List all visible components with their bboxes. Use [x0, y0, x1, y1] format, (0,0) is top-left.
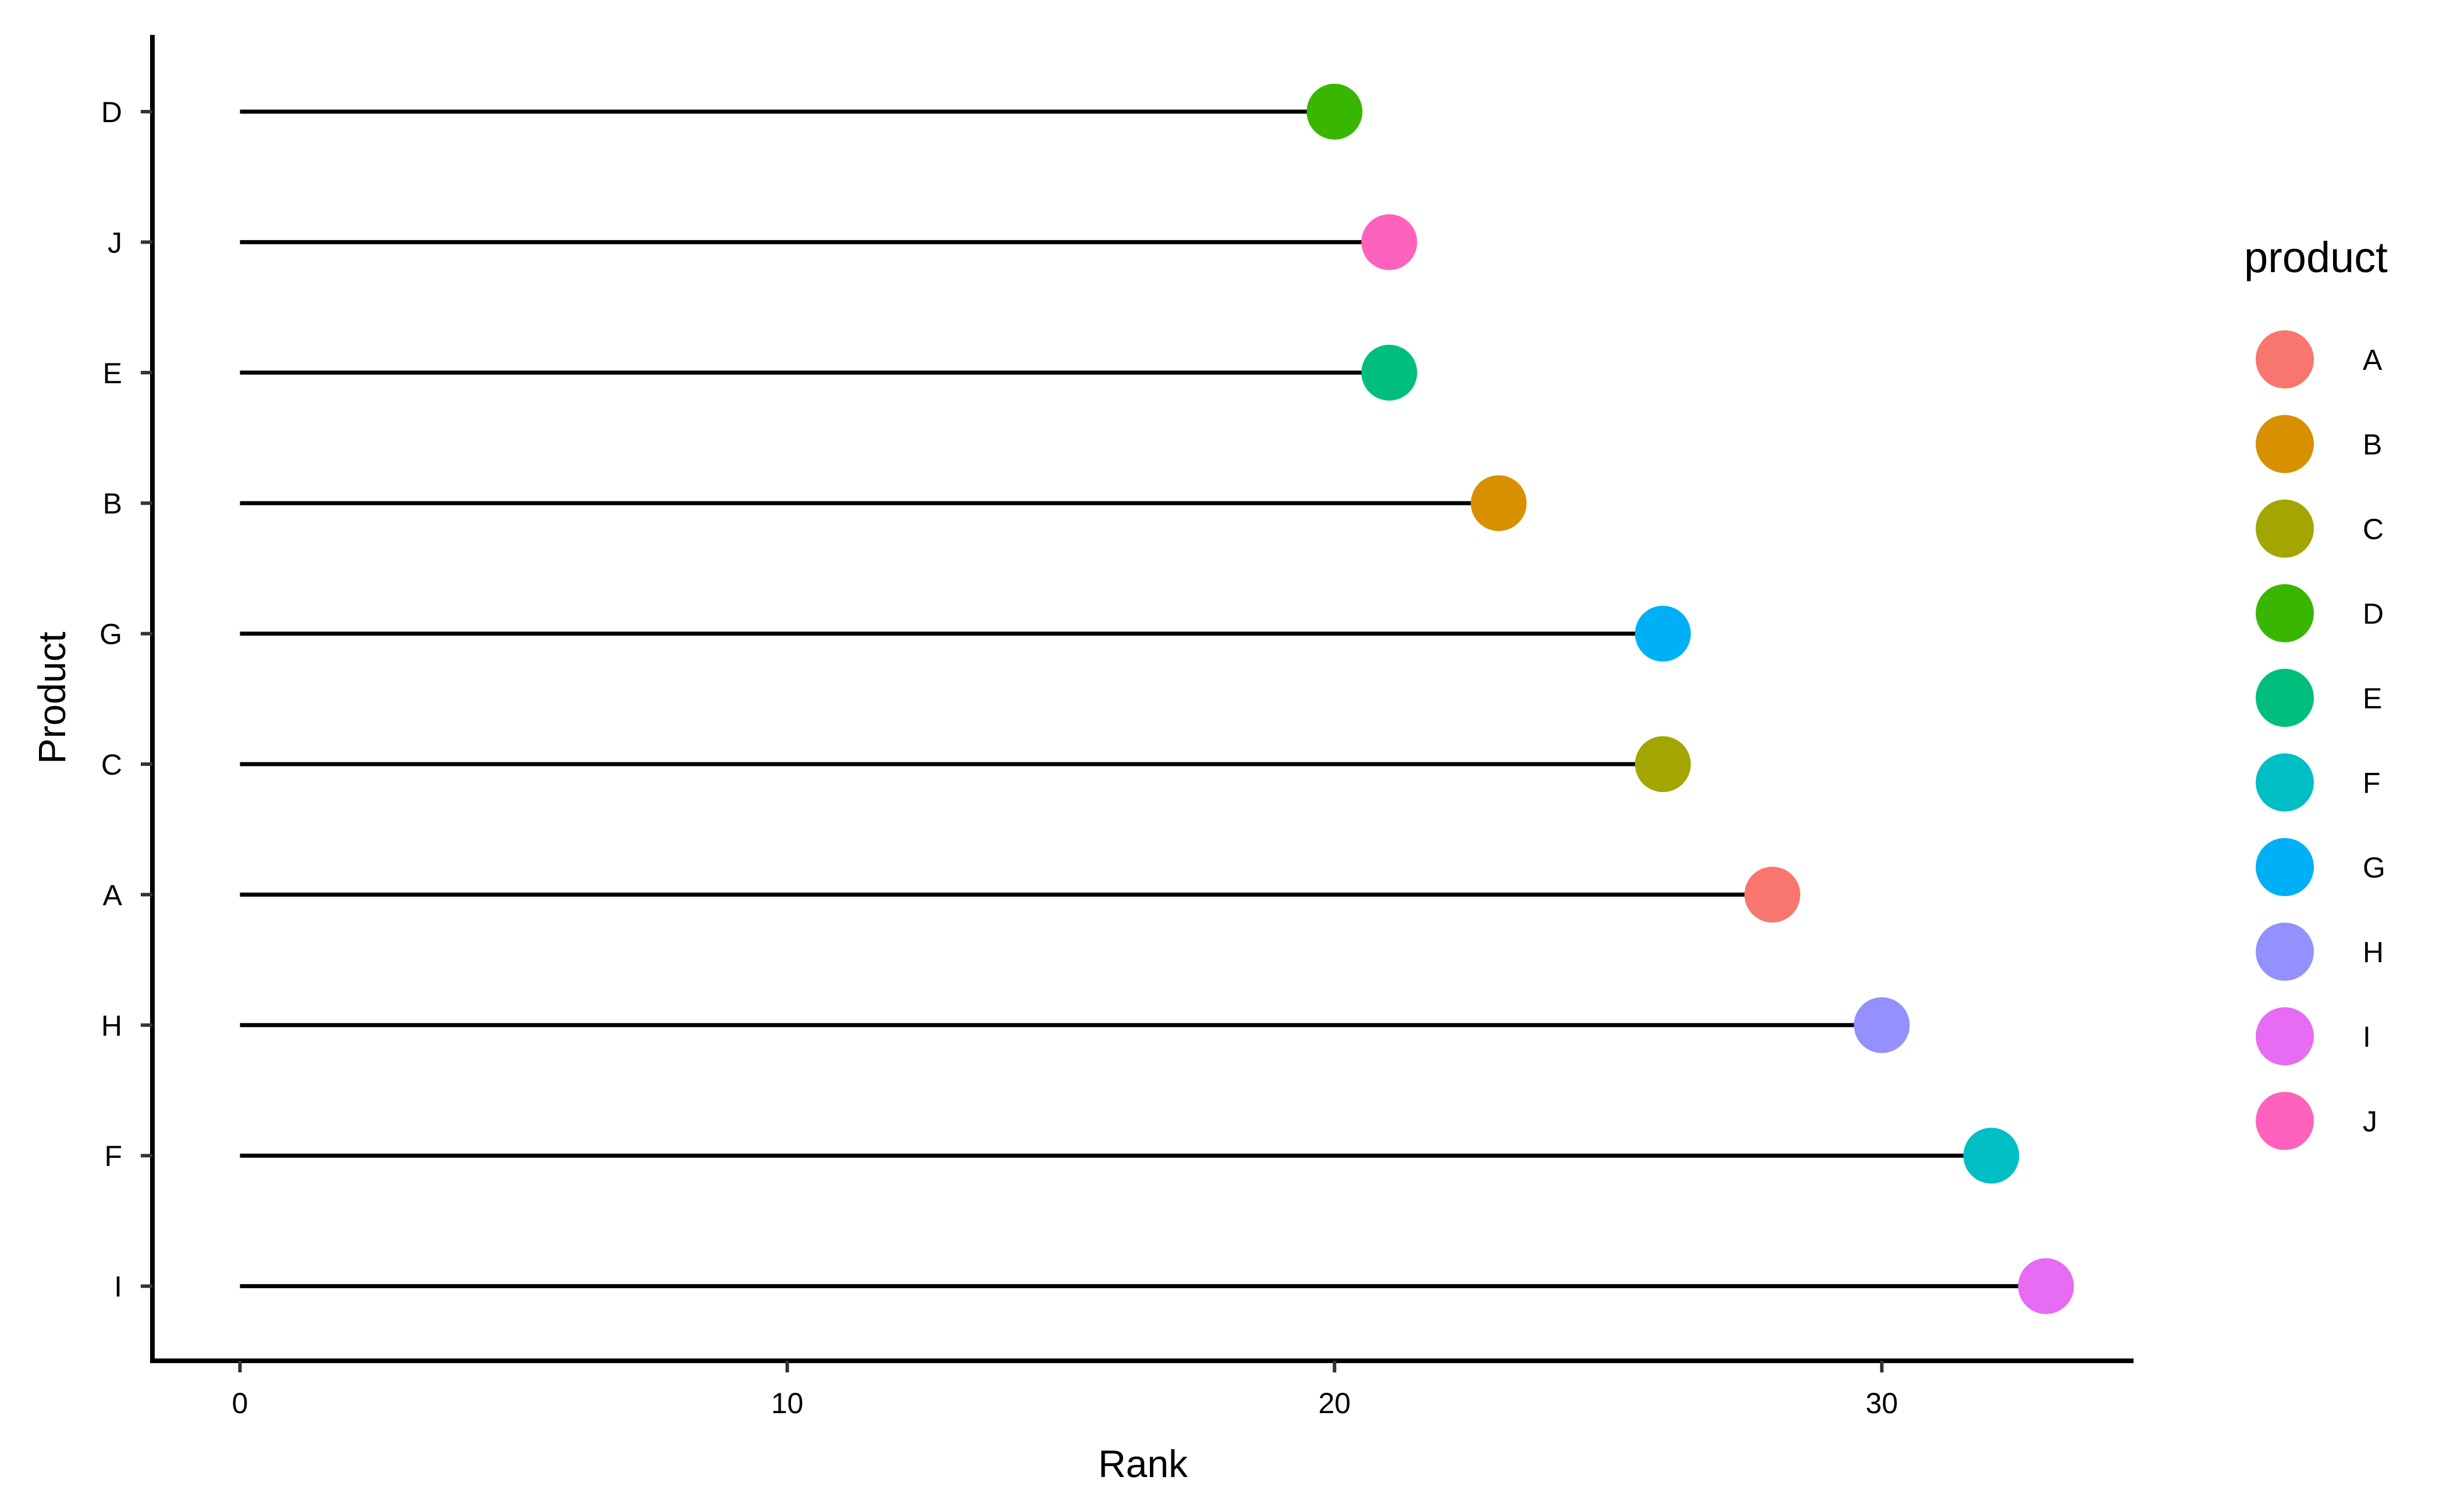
- point-c: [1634, 736, 1691, 792]
- legend-key-g: [2256, 838, 2314, 896]
- legend-label-h: H: [2363, 936, 2384, 969]
- legend-key-f: [2256, 753, 2314, 812]
- legend-label-a: A: [2363, 344, 2383, 376]
- point-j: [1361, 214, 1418, 270]
- legend-label-i: I: [2363, 1021, 2371, 1053]
- x-tick-label-30: 30: [1865, 1387, 1898, 1420]
- y-tick-label-i: I: [114, 1271, 122, 1303]
- y-tick-label-j: J: [108, 226, 122, 259]
- y-tick-label-a: A: [103, 879, 123, 911]
- legend-title: product: [2244, 233, 2388, 281]
- legend-label-d: D: [2363, 598, 2384, 630]
- legend-label-b: B: [2363, 429, 2382, 461]
- x-tick-label-10: 10: [771, 1387, 804, 1420]
- legend-key-c: [2256, 500, 2314, 558]
- point-a: [1744, 866, 1801, 923]
- legend-label-c: C: [2363, 513, 2384, 545]
- point-i: [2018, 1258, 2074, 1314]
- y-tick-label-f: F: [104, 1140, 122, 1172]
- y-tick-label-e: E: [103, 357, 122, 390]
- legend-key-d: [2256, 584, 2314, 643]
- point-f: [1963, 1128, 2020, 1184]
- plot-area: [240, 84, 2074, 1314]
- legend-label-e: E: [2363, 682, 2382, 715]
- y-tick-label-g: G: [99, 618, 122, 651]
- point-e: [1361, 344, 1418, 401]
- x-tick-label-20: 20: [1318, 1387, 1351, 1420]
- point-g: [1634, 605, 1691, 662]
- y-tick-label-c: C: [101, 748, 122, 781]
- x-axis-title: Rank: [1098, 1442, 1188, 1485]
- y-tick-label-b: B: [103, 487, 122, 520]
- axes: D J E B G C A H F I 0 10 20 30 Rank Product: [30, 35, 2134, 1485]
- x-tick-label-0: 0: [232, 1387, 248, 1420]
- legend-key-b: [2256, 415, 2314, 473]
- legend-key-h: [2256, 922, 2314, 981]
- legend-key-j: [2256, 1092, 2314, 1150]
- point-b: [1470, 475, 1527, 532]
- y-tick-label-d: D: [101, 96, 122, 129]
- legend-label-g: G: [2363, 851, 2385, 884]
- legend: product A B C D E F G H I J: [2244, 233, 2388, 1150]
- legend-label-f: F: [2363, 767, 2381, 800]
- legend-label-j: J: [2363, 1106, 2377, 1138]
- y-tick-label-h: H: [101, 1010, 122, 1042]
- point-h: [1854, 997, 1910, 1053]
- point-d: [1306, 84, 1363, 140]
- legend-key-e: [2256, 669, 2314, 727]
- y-axis-title: Product: [30, 632, 73, 764]
- legend-key-a: [2256, 330, 2314, 388]
- legend-key-i: [2256, 1007, 2314, 1065]
